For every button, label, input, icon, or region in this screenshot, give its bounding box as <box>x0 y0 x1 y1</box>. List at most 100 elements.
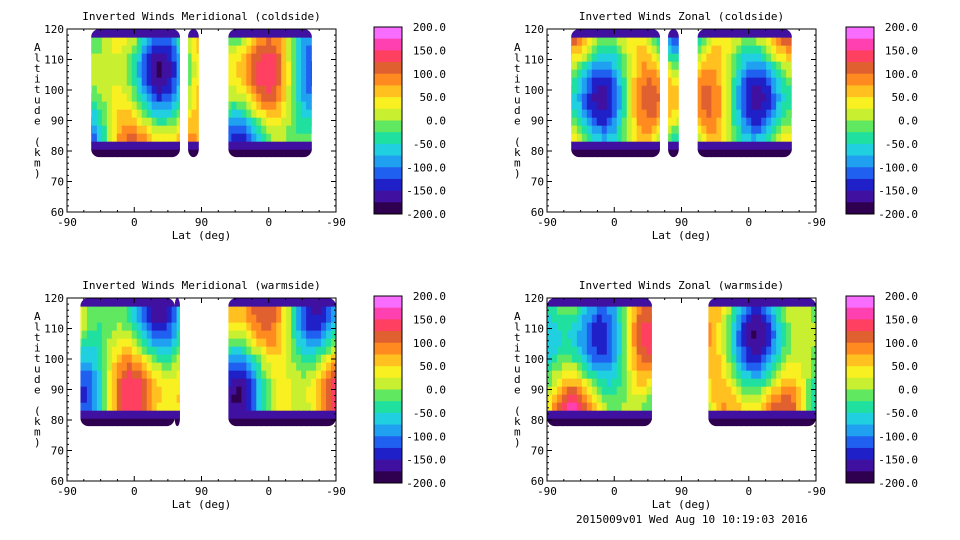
field-cell <box>656 370 663 379</box>
field-cell <box>771 378 777 387</box>
field-cell <box>701 306 708 315</box>
field-cell <box>251 29 257 38</box>
field-cell <box>606 37 613 46</box>
field-cell <box>171 410 178 419</box>
field-cell <box>216 394 223 403</box>
field-cell <box>571 402 578 411</box>
field-cell <box>91 53 98 62</box>
field-cell <box>236 141 242 150</box>
field-cell <box>201 362 208 371</box>
field-cell <box>121 402 128 411</box>
field-cell <box>296 133 302 142</box>
field-cell <box>301 109 307 118</box>
field-cell <box>776 314 782 323</box>
field-cell <box>601 322 608 331</box>
field-cell <box>316 410 322 419</box>
field-cell <box>761 402 767 411</box>
field-cell <box>661 314 668 323</box>
field-cell <box>216 93 223 102</box>
field-cell <box>306 362 312 371</box>
field-cell <box>611 306 618 315</box>
field-cell <box>606 306 613 315</box>
field-cell <box>651 386 658 395</box>
field-cell <box>671 77 678 86</box>
field-cell <box>806 306 812 315</box>
colorbar-swatch <box>846 143 874 157</box>
field-cell <box>326 402 332 411</box>
field-cell <box>681 61 688 70</box>
field-cell <box>141 346 148 355</box>
field-cell <box>671 330 678 339</box>
field-cell <box>246 314 252 323</box>
field-cell <box>576 362 583 371</box>
field-cell <box>281 109 287 118</box>
field-cell <box>781 370 787 379</box>
field-cell <box>82 141 88 150</box>
field-cell <box>141 306 148 315</box>
field-cell <box>326 29 332 38</box>
field-cell <box>666 133 673 142</box>
field-cell <box>576 338 583 347</box>
field-cell <box>291 69 297 78</box>
field-cell <box>566 394 573 403</box>
field-cell <box>796 45 802 54</box>
field-cell <box>766 322 772 331</box>
field-cell <box>161 362 168 371</box>
field-cell <box>91 77 98 86</box>
field-cell <box>631 101 638 110</box>
chart-panel-2: Inverted Winds Zonal (coldside)120110100… <box>514 10 918 242</box>
field-cell <box>106 378 113 387</box>
field-cell <box>211 61 218 70</box>
field-cell <box>191 346 198 355</box>
field-cell <box>586 378 593 387</box>
field-cell <box>91 125 98 134</box>
wind-field <box>547 298 817 427</box>
field-cell <box>211 386 218 395</box>
field-cell <box>626 338 633 347</box>
field-cell <box>306 61 312 70</box>
field-cell <box>186 370 193 379</box>
field-cell <box>756 101 762 110</box>
y-tick-label: 110 <box>524 323 544 336</box>
field-cell <box>321 149 327 158</box>
field-cell <box>646 322 653 331</box>
field-cell <box>236 109 242 118</box>
field-cell <box>141 402 148 411</box>
field-cell <box>626 418 633 427</box>
field-cell <box>286 149 292 158</box>
field-cell <box>191 410 198 419</box>
field-cell <box>676 370 683 379</box>
field-cell <box>121 338 128 347</box>
field-cell <box>276 45 282 54</box>
field-cell <box>86 298 93 307</box>
field-cell <box>651 77 658 86</box>
field-cell <box>571 133 573 142</box>
field-cell <box>552 93 558 102</box>
field-cell <box>646 29 653 38</box>
field-cell <box>241 77 247 86</box>
field-cell <box>771 125 777 134</box>
field-cell <box>656 402 663 411</box>
field-cell <box>596 298 603 307</box>
field-cell <box>221 346 228 355</box>
field-cell <box>196 109 203 118</box>
field-cell <box>581 117 588 126</box>
colorbar-swatch <box>374 377 402 390</box>
field-cell <box>286 338 292 347</box>
field-cell <box>326 125 332 134</box>
field-cell <box>246 418 252 427</box>
field-cell <box>586 338 593 347</box>
field-cell <box>156 117 163 126</box>
field-cell <box>316 133 322 142</box>
field-cell <box>141 418 148 427</box>
field-cell <box>146 346 153 355</box>
field-cell <box>286 314 292 323</box>
field-cell <box>126 386 133 395</box>
field-cell <box>241 53 247 62</box>
field-cell <box>586 93 593 102</box>
field-cell <box>671 306 678 315</box>
field-cell <box>326 418 332 427</box>
field-cell <box>551 386 558 395</box>
field-cell <box>246 37 252 46</box>
field-cell <box>791 354 797 363</box>
